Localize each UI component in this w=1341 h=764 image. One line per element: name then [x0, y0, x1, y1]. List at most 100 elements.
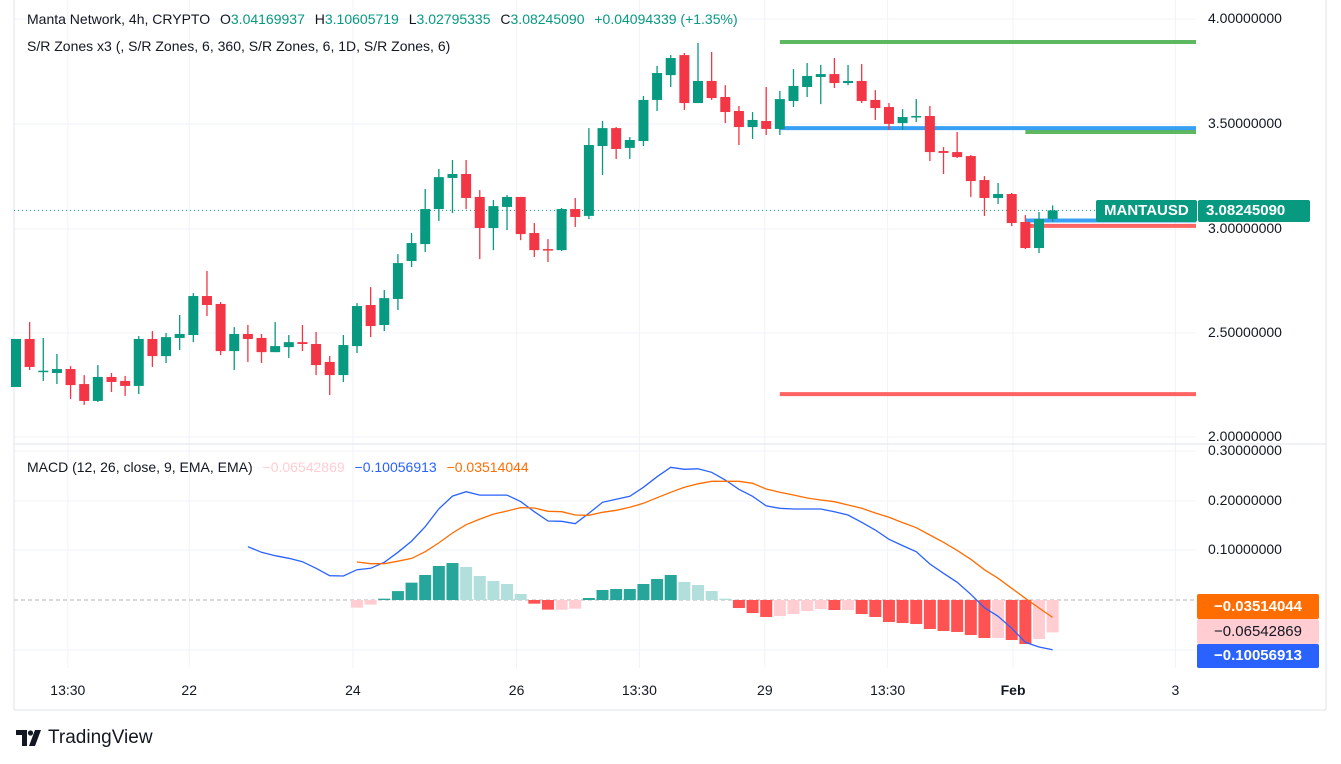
macd-histogram-bar: [555, 600, 568, 610]
macd-histogram-bar: [351, 600, 363, 608]
candle-body: [938, 151, 949, 153]
candle-body: [201, 296, 212, 305]
price-tick: 4.00000000: [1208, 10, 1282, 26]
candle-body: [924, 115, 935, 153]
candle-body: [379, 298, 390, 326]
candle-body: [802, 75, 813, 88]
low-value: 3.02795335: [416, 11, 491, 27]
candle-body: [843, 80, 854, 84]
candle-body: [242, 333, 253, 339]
candle-body: [638, 99, 649, 142]
macd-histogram-bar: [432, 565, 445, 600]
macd-histogram-bar: [746, 600, 759, 614]
candle-body: [38, 370, 49, 373]
candle-body: [993, 194, 1004, 198]
time-tick: 13:30: [870, 682, 906, 698]
macd-legend[interactable]: MACD (12, 26, close, 9, EMA, EMA) −0.065…: [27, 459, 535, 475]
close-value: 3.08245090: [510, 11, 585, 27]
candle-body: [911, 115, 922, 118]
symbol-legend: Manta Network, 4h, CRYPTO O3.04169937 H3…: [27, 11, 744, 27]
candle-body: [311, 343, 322, 366]
macd-histogram-bar: [773, 600, 786, 616]
candle-body: [542, 249, 553, 251]
macd-histogram-bar: [1019, 600, 1032, 645]
macd-histogram-bar: [405, 582, 418, 600]
macd-histogram-bar: [651, 579, 664, 600]
current-price-tag: 3.08245090: [1198, 200, 1310, 222]
candle-body: [624, 139, 635, 148]
macd-histogram-bar: [1005, 600, 1018, 640]
candle-body: [297, 342, 308, 344]
macd-histogram-bar: [610, 589, 623, 600]
candle-body: [79, 384, 90, 401]
macd-histogram-bar: [514, 594, 527, 600]
candle-body: [829, 74, 840, 84]
price-tick: 3.00000000: [1208, 220, 1282, 236]
macd-histogram-bar: [541, 600, 554, 610]
macd-histogram-bar: [582, 598, 595, 600]
candle-body: [1020, 221, 1031, 249]
change-value: +0.04094339 (+1.35%): [594, 11, 738, 27]
candle-body: [761, 121, 772, 129]
candle-body: [693, 80, 703, 104]
macd-histogram-bar: [937, 600, 950, 631]
candle-body: [720, 97, 731, 113]
high-label: H: [314, 11, 325, 27]
macd-histogram-value: −0.06542869: [262, 459, 345, 475]
candle-body: [120, 380, 131, 386]
macd-histogram-bar: [787, 600, 800, 615]
candle-body: [147, 338, 158, 357]
time-tick: 24: [345, 682, 361, 698]
macd-histogram-bar: [446, 563, 459, 600]
macd-tick: 0.20000000: [1208, 492, 1282, 508]
candle-body: [92, 376, 103, 401]
macd-histogram-bar: [896, 600, 909, 624]
candle-body: [706, 80, 717, 99]
indicator-legend[interactable]: S/R Zones x3 (, S/R Zones, 6, 360, S/R Z…: [27, 38, 451, 54]
macd-histogram-bar: [951, 600, 964, 632]
price-tick: 2.00000000: [1208, 428, 1282, 444]
macd-tick: 0.30000000: [1208, 442, 1282, 458]
symbol-tag: MANTAUSD: [1096, 200, 1197, 222]
candle-body: [474, 196, 485, 229]
macd-histogram-bar: [760, 600, 773, 617]
time-tick: 3: [1171, 682, 1180, 698]
candle-body: [556, 209, 567, 251]
macd-line-value: −0.10056913: [354, 459, 437, 475]
candle-body: [65, 369, 76, 386]
macd-histogram-bar: [528, 600, 541, 604]
macd-histogram-bar: [596, 590, 609, 600]
close-label: C: [500, 11, 511, 27]
candle-body: [352, 306, 362, 347]
candle-body: [870, 99, 881, 109]
time-tick: 13:30: [621, 682, 657, 698]
candle-body: [665, 58, 676, 76]
candle-body: [570, 209, 581, 217]
macd-tick: 0.10000000: [1208, 541, 1282, 557]
macd-histogram-bar: [828, 600, 841, 610]
candle-body: [733, 110, 744, 128]
candle-body: [1047, 210, 1058, 219]
low-label: L: [408, 11, 417, 27]
candle-body: [597, 128, 608, 147]
time-tick: 26: [508, 682, 525, 698]
candle-body: [774, 99, 785, 129]
candle-body: [747, 119, 758, 128]
brand-name: TradingView: [48, 727, 153, 748]
candle-body: [502, 196, 513, 207]
macd-histogram-bar: [814, 600, 827, 610]
candle-body: [897, 117, 908, 124]
macd-histogram-bar: [842, 600, 855, 610]
candle-body: [406, 243, 417, 261]
macd-histogram-bar: [487, 580, 500, 600]
candle-body: [979, 180, 990, 198]
chart-canvas[interactable]: [0, 0, 1341, 712]
candle-body: [174, 333, 185, 338]
macd-histogram-bar: [460, 566, 473, 600]
tradingview-logo[interactable]: TradingView: [16, 727, 153, 749]
candle-body: [856, 80, 867, 101]
candle-body: [815, 74, 826, 77]
candle-body: [447, 173, 458, 178]
candle-body: [433, 177, 444, 210]
candle-body: [1034, 219, 1044, 249]
